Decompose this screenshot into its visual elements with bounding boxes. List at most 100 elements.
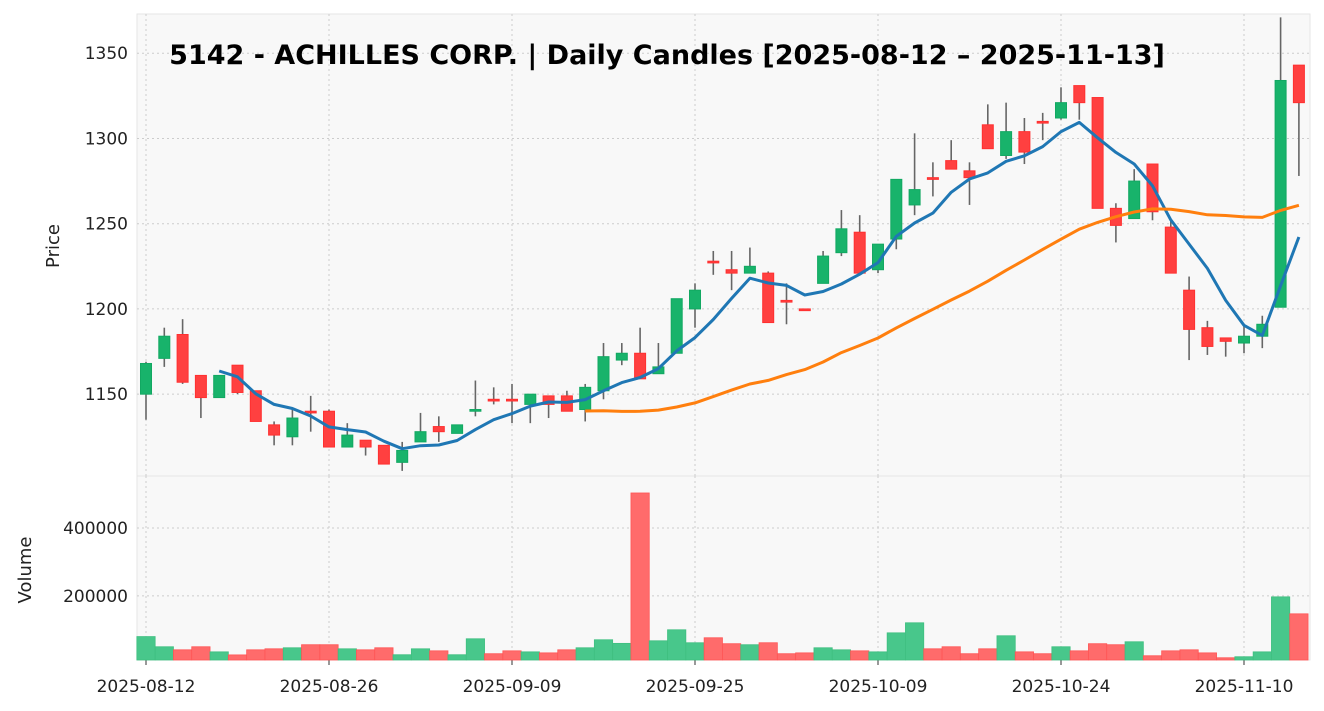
- candle-body-up: [1238, 335, 1250, 344]
- candle-body-down: [853, 231, 866, 274]
- volume-bar: [959, 653, 980, 661]
- candle-body-down: [323, 410, 335, 448]
- volume-bar: [1197, 652, 1217, 661]
- candle-body-down: [1201, 327, 1214, 347]
- candle-body-down: [304, 410, 317, 414]
- price-panel: [136, 13, 1311, 477]
- volume-bar: [1014, 651, 1034, 661]
- candle-body-up: [1000, 131, 1013, 156]
- candle-body-up: [286, 417, 299, 438]
- volume-bar: [264, 648, 284, 661]
- candle-body-down: [542, 395, 555, 405]
- candle-body-up: [1128, 180, 1141, 220]
- candle-body-down: [1164, 226, 1177, 274]
- volume-bar: [209, 651, 229, 661]
- volume-y-tick-label: 400000: [63, 519, 128, 539]
- volume-bar: [740, 644, 760, 661]
- candle-body-down: [725, 269, 738, 274]
- volume-bar: [1033, 653, 1053, 661]
- candle-body-down: [249, 390, 262, 422]
- volume-axis-label: Volume: [15, 537, 36, 604]
- volume-bar: [776, 653, 797, 661]
- volume-bar: [593, 639, 614, 661]
- candle-body-up: [890, 178, 903, 240]
- candle-body-down: [945, 160, 958, 170]
- candle-body-up: [451, 424, 464, 434]
- volume-bar: [374, 647, 394, 661]
- volume-panel: [136, 475, 1311, 661]
- candle-body-down: [926, 177, 939, 180]
- volume-bar: [1161, 650, 1181, 661]
- candle-body-down: [506, 398, 518, 402]
- volume-bar: [648, 640, 668, 661]
- volume-bar: [1179, 649, 1199, 661]
- volume-bar: [795, 652, 815, 661]
- volume-bar: [1051, 646, 1071, 661]
- candle-body-down: [377, 444, 390, 465]
- candle-body-down: [798, 308, 811, 312]
- volume-bar: [410, 648, 431, 661]
- candle-body-up: [341, 434, 354, 448]
- x-tick-label: 2025-10-09: [829, 677, 928, 697]
- volume-bar: [337, 648, 357, 661]
- volume-bar: [868, 651, 888, 661]
- volume-bar: [191, 646, 211, 661]
- volume-bar: [831, 649, 851, 661]
- candle-body-up: [689, 289, 701, 310]
- volume-bar: [1216, 657, 1236, 661]
- chart-title: 5142 - ACHILLES CORP. | Daily Candles [2…: [169, 40, 1165, 71]
- candle-body-down: [780, 299, 793, 303]
- candle-body-up: [817, 255, 830, 284]
- volume-bar: [319, 644, 339, 661]
- volume-bar: [905, 622, 925, 661]
- volume-bar: [520, 651, 540, 661]
- candle-body-down: [1018, 131, 1031, 153]
- volume-bar: [301, 644, 321, 661]
- volume-bar: [886, 632, 906, 661]
- volume-bar: [978, 648, 998, 661]
- candle-body-up: [615, 352, 628, 361]
- volume-bar: [813, 647, 833, 661]
- price-y-tick-label: 1150: [85, 385, 128, 405]
- volume-bar: [539, 652, 559, 661]
- volume-bar: [1069, 650, 1089, 661]
- volume-bar: [1142, 655, 1163, 661]
- candle-body-down: [487, 398, 500, 402]
- candle-body-up: [524, 393, 537, 405]
- candle-body-up: [908, 189, 921, 206]
- volume-bar: [1106, 644, 1126, 661]
- volume-bar: [136, 636, 156, 661]
- price-y-tick-label: 1200: [85, 300, 128, 320]
- volume-bar: [850, 650, 870, 661]
- price-axis-label: Price: [43, 224, 64, 268]
- candle-body-up: [469, 409, 482, 412]
- volume-bar: [429, 650, 449, 661]
- x-tick-label: 2025-09-09: [463, 677, 562, 697]
- candle-body-up: [396, 449, 409, 463]
- candle-body-down: [762, 272, 775, 324]
- candle-body-up: [835, 228, 848, 254]
- candle-body-up: [140, 362, 152, 395]
- candle-body-up: [158, 335, 171, 359]
- x-tick-label: 2025-09-25: [646, 677, 745, 697]
- price-y-tick-label: 1350: [85, 44, 128, 64]
- volume-bar: [758, 642, 778, 661]
- volume-bar: [667, 629, 687, 661]
- volume-bar: [557, 649, 577, 661]
- candle-body-down: [981, 124, 994, 150]
- volume-bar: [1252, 651, 1272, 661]
- volume-bar: [392, 654, 412, 661]
- volume-bar: [1124, 641, 1144, 661]
- volume-bar: [282, 647, 302, 661]
- volume-bar: [484, 653, 504, 661]
- volume-bar: [465, 638, 485, 661]
- candle-body-down: [1036, 120, 1049, 124]
- candle-body-up: [670, 298, 683, 354]
- ma-25-line: [585, 203, 1300, 413]
- volume-bar: [575, 647, 595, 661]
- candle-body-down: [707, 260, 720, 264]
- candle-body-down: [1219, 337, 1232, 342]
- candle-body-up: [597, 356, 610, 392]
- candle-body-down: [1091, 97, 1104, 209]
